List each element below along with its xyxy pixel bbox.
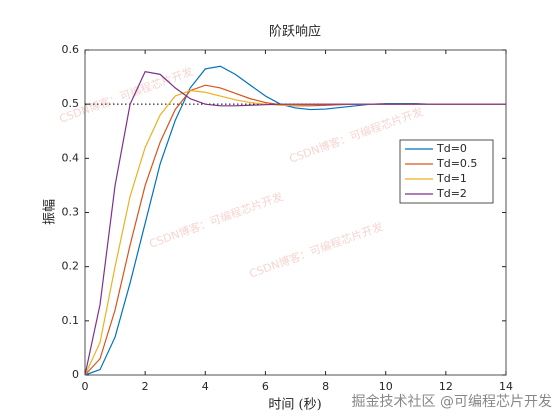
watermark: 掘金技术社区 @可编程芯片开发 [352, 394, 552, 410]
y-tick-label: 0.6 [62, 43, 80, 56]
y-tick-label: 0 [72, 368, 79, 381]
x-tick-label: 14 [499, 380, 513, 393]
legend-label: Td=2 [436, 187, 467, 200]
y-tick-label: 0.3 [62, 206, 80, 219]
x-tick-label: 2 [142, 380, 149, 393]
y-tick-label: 0.4 [62, 151, 80, 164]
y-tick-label: 0.5 [62, 97, 80, 110]
y-axis-label: 振幅 [43, 199, 58, 225]
x-tick-label: 8 [322, 380, 329, 393]
x-tick-label: 10 [379, 380, 393, 393]
x-tick-label: 12 [439, 380, 453, 393]
x-tick-label: 0 [82, 380, 89, 393]
chart-title: 阶跃响应 [269, 24, 321, 40]
legend-label: Td=0.5 [436, 157, 477, 170]
series-line [84, 70, 506, 376]
x-tick-label: 4 [202, 380, 209, 393]
x-axis-label: 时间 (秒) [268, 398, 321, 413]
y-tick-label: 0.2 [62, 260, 80, 273]
legend-label: Td=0 [436, 142, 467, 155]
y-tick-label: 0.1 [62, 314, 80, 327]
legend-box [399, 139, 494, 204]
legend-label: Td=1 [436, 172, 467, 185]
x-tick-label: 6 [262, 380, 269, 393]
